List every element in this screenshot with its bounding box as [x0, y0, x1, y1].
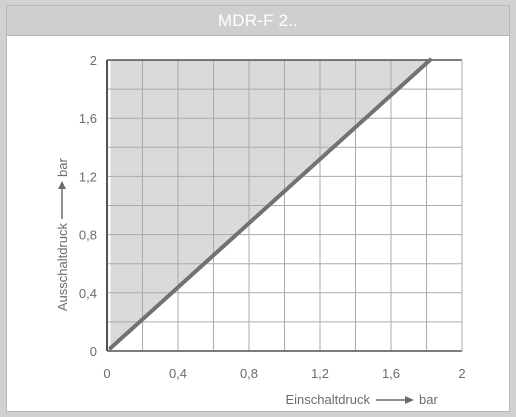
y-tick-label: 1,2	[79, 169, 97, 184]
y-tick-label: 2	[90, 53, 97, 68]
y-tick-label: 0,8	[79, 228, 97, 243]
y-tick-label: 1,6	[79, 111, 97, 126]
x-tick-label: 0,8	[240, 366, 258, 381]
x-tick-label: 0,4	[169, 366, 187, 381]
grid-layer	[106, 59, 463, 352]
y-axis-arrowhead	[58, 181, 66, 189]
x-axis-arrowhead	[405, 396, 414, 404]
x-tick-label: 1,2	[311, 366, 329, 381]
x-tick-label: 2	[458, 366, 465, 381]
x-tick-label: 0	[103, 366, 110, 381]
series-line-layer	[108, 58, 433, 351]
y-tick-label: 0,4	[79, 286, 97, 301]
x-tick-label: 1,6	[382, 366, 400, 381]
tick-label-layer: 0 0,4 0,8 1,2 1,6 2 0 0,4 0,8 1,2 1,6 2	[79, 53, 466, 381]
y-axis-label: Ausschaltdruck	[55, 223, 70, 312]
x-axis-label-group: Einschaltdruck bar	[285, 392, 438, 407]
x-axis-unit: bar	[419, 392, 438, 407]
series-line	[108, 58, 433, 351]
x-axis-label: Einschaltdruck	[285, 392, 370, 407]
chart-title: MDR-F 2..	[7, 6, 509, 36]
y-axis-unit: bar	[55, 158, 70, 177]
y-axis-label-group: Ausschaltdruck bar	[55, 158, 70, 312]
y-tick-label: 0	[90, 344, 97, 359]
